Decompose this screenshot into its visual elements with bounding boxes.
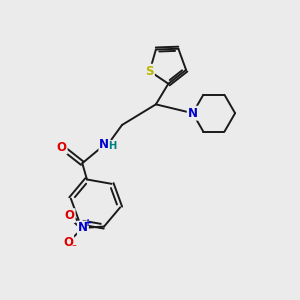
Text: +: +: [84, 218, 92, 228]
Text: N: N: [188, 107, 198, 120]
Text: O: O: [63, 236, 73, 249]
Text: N: N: [99, 138, 110, 151]
Text: S: S: [146, 65, 154, 78]
Text: O: O: [64, 209, 75, 222]
Text: N: N: [78, 221, 88, 235]
Text: O: O: [57, 141, 67, 154]
Text: ⁻: ⁻: [72, 243, 76, 252]
Text: H: H: [109, 141, 117, 151]
